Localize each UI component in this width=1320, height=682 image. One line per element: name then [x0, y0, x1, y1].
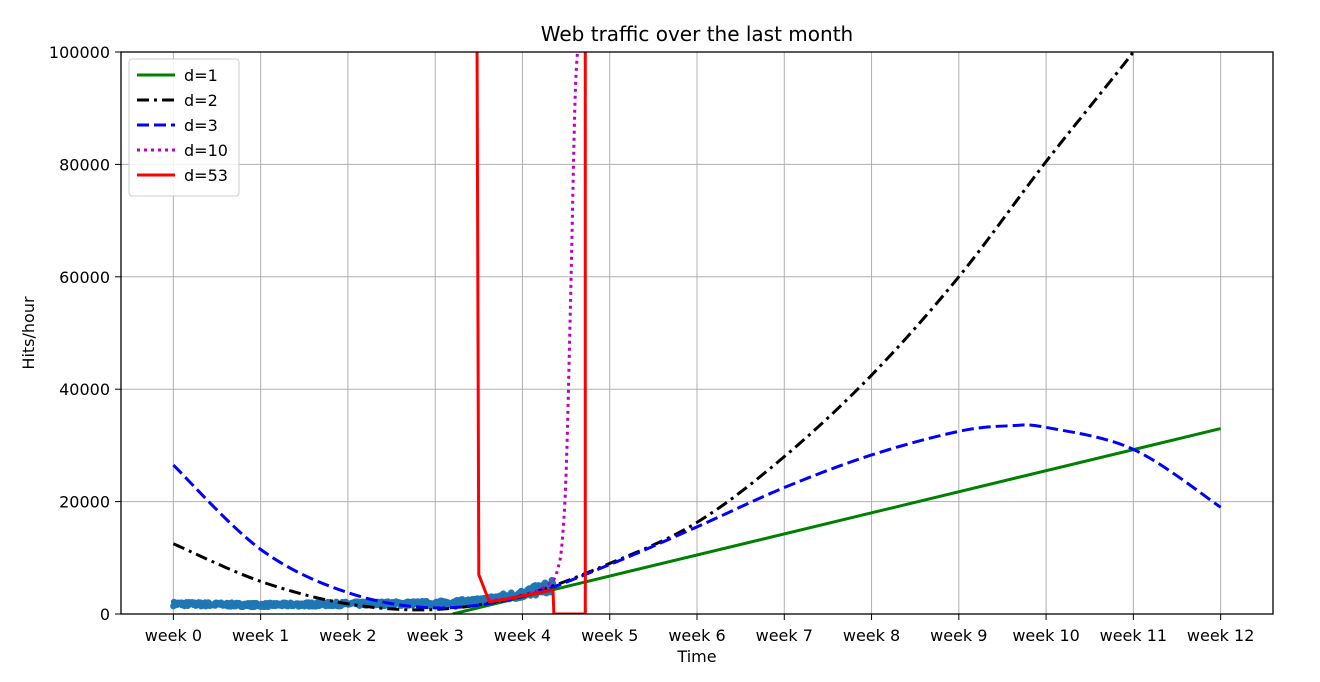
legend-box — [128, 58, 240, 197]
x-tick-label: week 8 — [843, 626, 900, 645]
x-tick-label: week 5 — [581, 626, 638, 645]
y-tick-label: 0 — [100, 605, 110, 624]
y-tick-label: 100000 — [49, 43, 110, 62]
legend-label: d=1 — [184, 66, 218, 85]
x-tick-label: week 4 — [494, 626, 551, 645]
grid — [121, 51, 1273, 615]
legend-label: d=53 — [184, 166, 228, 185]
legend-label: d=2 — [184, 91, 218, 110]
x-axis-ticks: week 0 week 1 week 2 week 3 week 4 week 5 week… — [145, 614, 1254, 645]
y-tick-label: 40000 — [59, 380, 110, 399]
x-tick-label: week 6 — [668, 626, 725, 645]
x-tick-label: week 7 — [756, 626, 813, 645]
x-tick-label: week 11 — [1100, 626, 1167, 645]
x-tick-label: week 1 — [232, 626, 289, 645]
legend-label: d=10 — [184, 141, 228, 160]
x-tick-label: week 3 — [407, 626, 464, 645]
y-tick-label: 80000 — [59, 155, 110, 174]
series-line-d-2 — [172, 52, 1136, 612]
chart-title: Web traffic over the last month — [541, 22, 853, 46]
x-tick-label: week 10 — [1012, 626, 1079, 645]
y-tick-label: 20000 — [59, 493, 110, 512]
legend-label: d=3 — [184, 116, 218, 135]
x-axis-title: Time — [676, 647, 716, 666]
y-tick-label: 60000 — [59, 268, 110, 287]
x-tick-label: week 2 — [319, 626, 376, 645]
scatter-points — [170, 577, 557, 611]
y-axis-title: Hits/hour — [19, 296, 38, 370]
x-tick-label: week 9 — [930, 626, 987, 645]
series-line-d-53 — [475, 52, 587, 614]
series-lines — [172, 52, 1222, 614]
series-line-d-10 — [487, 52, 579, 602]
x-tick-label: week 12 — [1187, 626, 1254, 645]
series-line-d-1 — [452, 427, 1221, 614]
legend: d=1 d=2 d=3 d=10 d=53 — [128, 58, 240, 197]
x-tick-label: week 0 — [145, 626, 202, 645]
y-axis-ticks: 0 20000 40000 60000 80000 100000 — [49, 43, 121, 624]
